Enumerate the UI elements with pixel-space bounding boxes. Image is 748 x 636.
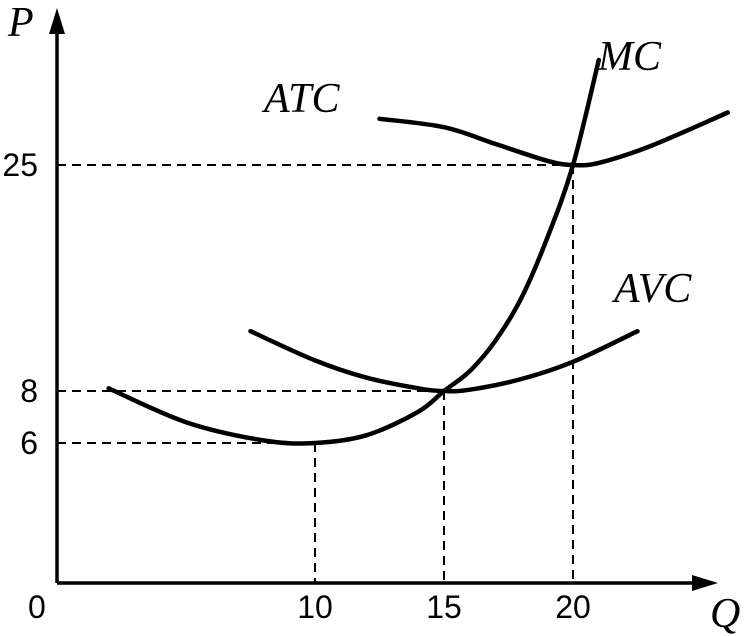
dashed-guides bbox=[57, 164, 574, 583]
avc-curve bbox=[248, 328, 640, 394]
y-tick-label-8: 8 bbox=[20, 373, 38, 409]
y-tick-label-6: 6 bbox=[20, 425, 38, 461]
cost-curves bbox=[106, 57, 731, 446]
y-axis-arrow-icon bbox=[49, 8, 65, 34]
mc-curve bbox=[106, 57, 602, 446]
x-tick-label-15: 15 bbox=[426, 589, 462, 625]
x-axis-title: Q bbox=[710, 591, 740, 636]
atc-label: ATC bbox=[261, 76, 340, 122]
avc-label: AVC bbox=[611, 266, 692, 312]
y-axis-title: P bbox=[7, 0, 34, 46]
x-axis-arrow-icon bbox=[692, 575, 718, 591]
x-tick-label-10: 10 bbox=[297, 589, 333, 625]
origin-label: 0 bbox=[28, 589, 46, 625]
curve-labels: MC AVC ATC bbox=[261, 34, 692, 312]
atc-curve bbox=[377, 110, 731, 168]
y-tick-label-25: 25 bbox=[2, 147, 38, 183]
mc-label: MC bbox=[597, 34, 662, 80]
tick-labels: 10 15 20 6 8 25 bbox=[2, 147, 590, 625]
x-tick-label-20: 20 bbox=[555, 589, 591, 625]
